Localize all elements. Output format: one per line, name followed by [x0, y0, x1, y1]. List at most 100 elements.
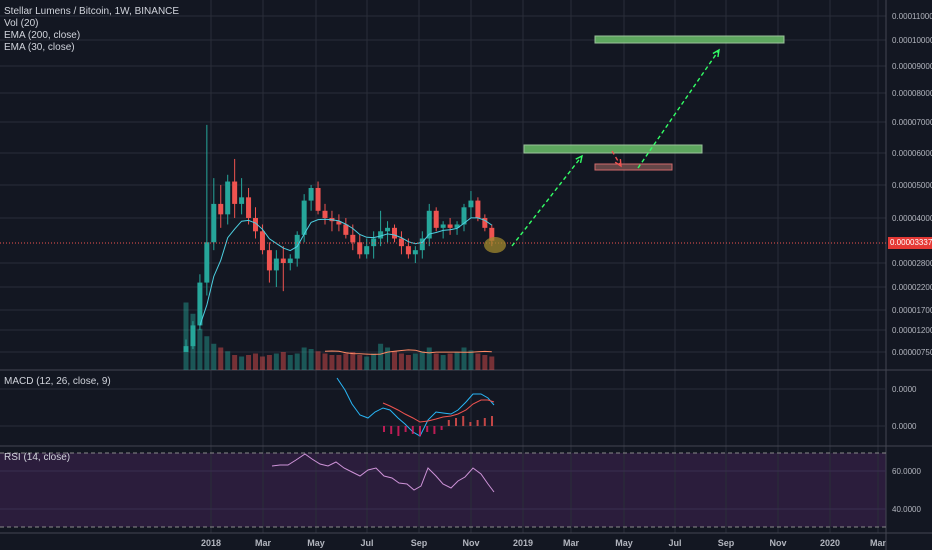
- macd-histogram-bar: [440, 426, 443, 430]
- volume-bar: [385, 347, 391, 370]
- pullback-arrow: [611, 150, 622, 167]
- volume-bar: [412, 353, 418, 370]
- price-axis-label: 0.00009000: [892, 62, 932, 71]
- volume-bar: [246, 355, 252, 370]
- macd-histogram-bar: [411, 426, 414, 434]
- candle-body: [433, 210, 439, 228]
- indicator-ema200[interactable]: EMA (200, close): [4, 30, 81, 41]
- rsi-line: [271, 453, 495, 493]
- macd-histogram-bar: [390, 426, 393, 434]
- candle-body: [225, 181, 231, 215]
- rsi-axis-label: 40.0000: [892, 505, 921, 514]
- time-axis-label: 2018: [201, 538, 221, 548]
- macd-histogram-bar: [455, 418, 457, 426]
- macd-histogram-bar: [419, 426, 421, 436]
- signal-line: [382, 399, 495, 423]
- volume-bar: [343, 353, 349, 370]
- ema30-line: [199, 217, 493, 326]
- candle-body: [392, 227, 397, 239]
- volume-bar: [489, 356, 495, 370]
- volume-bar: [461, 347, 467, 370]
- volume-bar: [322, 353, 328, 370]
- volume-bar: [253, 353, 258, 370]
- volume-bar: [371, 353, 377, 370]
- candle-body: [385, 227, 391, 232]
- candle-body: [426, 210, 432, 239]
- candle-body: [308, 187, 314, 201]
- pullback-arrow-head: [614, 158, 622, 168]
- candle-body: [468, 200, 474, 208]
- volume-bar: [336, 355, 342, 370]
- candle-body: [405, 246, 411, 255]
- macd-histogram-bar: [447, 420, 450, 426]
- candle-body: [280, 258, 286, 263]
- candle-body: [412, 250, 418, 255]
- macd-histogram-bar: [383, 426, 385, 432]
- volume-bar: [211, 343, 217, 370]
- macd-histogram-bar: [483, 418, 486, 426]
- price-axis-label: 0.00006000: [892, 149, 932, 158]
- candle-body: [322, 210, 328, 218]
- projection-arrow-1: [511, 155, 583, 247]
- volume-ma-line: [324, 349, 492, 355]
- candle-body: [454, 224, 460, 228]
- candle-body: [350, 234, 356, 243]
- volume-bar: [294, 353, 300, 370]
- volume-bar: [350, 352, 356, 370]
- volume-bar: [426, 347, 432, 370]
- volume-bar: [392, 351, 397, 370]
- volume-bar: [232, 355, 238, 370]
- volume-bar: [329, 355, 335, 370]
- price-axis-label: 0.00002200: [892, 283, 932, 292]
- price-axis-label: 0.00011000: [892, 12, 932, 21]
- candle-body: [287, 258, 293, 263]
- volume-bar: [301, 347, 307, 370]
- price-axis-label: 0.00000750: [892, 348, 932, 357]
- candle-body: [246, 197, 252, 218]
- volume-bar: [468, 350, 474, 370]
- candle-body: [232, 181, 238, 204]
- time-axis-label: Sep: [411, 538, 428, 548]
- rsi-title[interactable]: RSI (14, close): [4, 452, 71, 463]
- time-axis-label: Jul: [360, 538, 373, 548]
- macd-histogram-bar: [469, 422, 472, 426]
- macd-histogram-bar: [462, 416, 465, 426]
- rsi-band: [0, 453, 886, 527]
- candle-body: [461, 207, 467, 225]
- time-axis-label: Nov: [769, 538, 786, 548]
- price-axis-label: 0.00001200: [892, 326, 932, 335]
- volume-bar: [364, 356, 370, 370]
- candle-body: [357, 242, 363, 255]
- volume-bar: [266, 355, 272, 370]
- indicator-ema30[interactable]: EMA (30, close): [4, 42, 75, 53]
- macd-title[interactable]: MACD (12, 26, close, 9): [4, 376, 111, 387]
- volume-bar: [405, 355, 411, 370]
- macd-histogram-bar: [397, 426, 400, 436]
- volume-bar: [239, 356, 245, 370]
- candle-body: [364, 246, 370, 255]
- candle-body: [419, 238, 425, 251]
- volume-bar: [259, 356, 265, 370]
- price-axis-label: 0.00005000: [892, 181, 932, 190]
- macd-histogram-bar: [426, 426, 429, 432]
- candle-body: [301, 200, 307, 235]
- time-axis-label: Nov: [462, 538, 479, 548]
- indicator-volume[interactable]: Vol (20): [4, 18, 39, 29]
- target-box-top: [594, 35, 785, 44]
- macd-axis-label: 0.0000: [892, 385, 917, 394]
- volume-bar: [183, 302, 189, 370]
- volume-bar: [280, 352, 286, 370]
- candle-body: [343, 224, 349, 235]
- candle-body: [315, 187, 321, 211]
- projection-arrow-2: [637, 49, 720, 169]
- candle-body: [266, 250, 272, 271]
- volume-bar: [273, 353, 279, 370]
- candle-body: [378, 231, 384, 239]
- candle-body: [489, 227, 495, 241]
- candle-body: [239, 197, 245, 204]
- current-price-badge: 0.00003337: [888, 237, 932, 249]
- macd-histogram-bar: [433, 426, 436, 434]
- volume-bar: [454, 352, 460, 370]
- candle-body: [447, 224, 453, 228]
